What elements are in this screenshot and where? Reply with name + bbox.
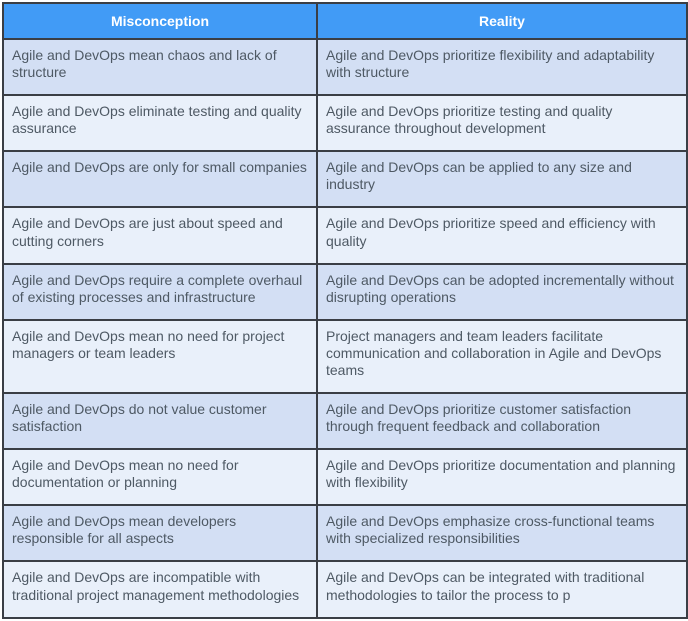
misconception-cell: Agile and DevOps eliminate testing and q… [2, 94, 318, 153]
reality-cell: Agile and DevOps emphasize cross-functio… [316, 504, 688, 563]
header-misconception: Misconception [2, 2, 318, 40]
misconception-cell: Agile and DevOps are incompatible with t… [2, 560, 318, 619]
table-row: Agile and DevOps are incompatible with t… [2, 560, 688, 619]
table-row: Agile and DevOps mean no need for projec… [2, 318, 688, 395]
table-row: Agile and DevOps mean developers respons… [2, 504, 688, 563]
misconception-cell: Agile and DevOps do not value customer s… [2, 392, 318, 451]
misconception-cell: Agile and DevOps mean chaos and lack of … [2, 37, 318, 97]
reality-cell: Agile and DevOps can be applied to any s… [316, 150, 688, 209]
reality-cell: Agile and DevOps prioritize speed and ef… [316, 206, 688, 265]
table-row: Agile and DevOps are only for small comp… [2, 150, 688, 209]
reality-cell: Agile and DevOps prioritize customer sat… [316, 392, 688, 451]
misconception-cell: Agile and DevOps mean no need for projec… [2, 318, 318, 395]
reality-cell: Agile and DevOps can be adopted incremen… [316, 262, 688, 321]
reality-cell: Agile and DevOps can be integrated with … [316, 560, 688, 619]
table-row: Agile and DevOps mean chaos and lack of … [2, 37, 688, 97]
header-row: Misconception Reality [2, 2, 688, 40]
reality-cell: Project managers and team leaders facili… [316, 318, 688, 395]
misconception-cell: Agile and DevOps mean developers respons… [2, 504, 318, 563]
misconception-cell: Agile and DevOps mean no need for docume… [2, 448, 318, 507]
reality-cell: Agile and DevOps prioritize flexibility … [316, 37, 688, 97]
misconception-cell: Agile and DevOps are just about speed an… [2, 206, 318, 265]
misconception-cell: Agile and DevOps require a complete over… [2, 262, 318, 321]
table-row: Agile and DevOps require a complete over… [2, 262, 688, 321]
table-row: Agile and DevOps are just about speed an… [2, 206, 688, 265]
table-row: Agile and DevOps eliminate testing and q… [2, 94, 688, 153]
reality-cell: Agile and DevOps prioritize testing and … [316, 94, 688, 153]
table-row: Agile and DevOps do not value customer s… [2, 392, 688, 451]
header-reality: Reality [316, 2, 688, 40]
reality-cell: Agile and DevOps prioritize documentatio… [316, 448, 688, 507]
misconception-cell: Agile and DevOps are only for small comp… [2, 150, 318, 209]
table-row: Agile and DevOps mean no need for docume… [2, 448, 688, 507]
